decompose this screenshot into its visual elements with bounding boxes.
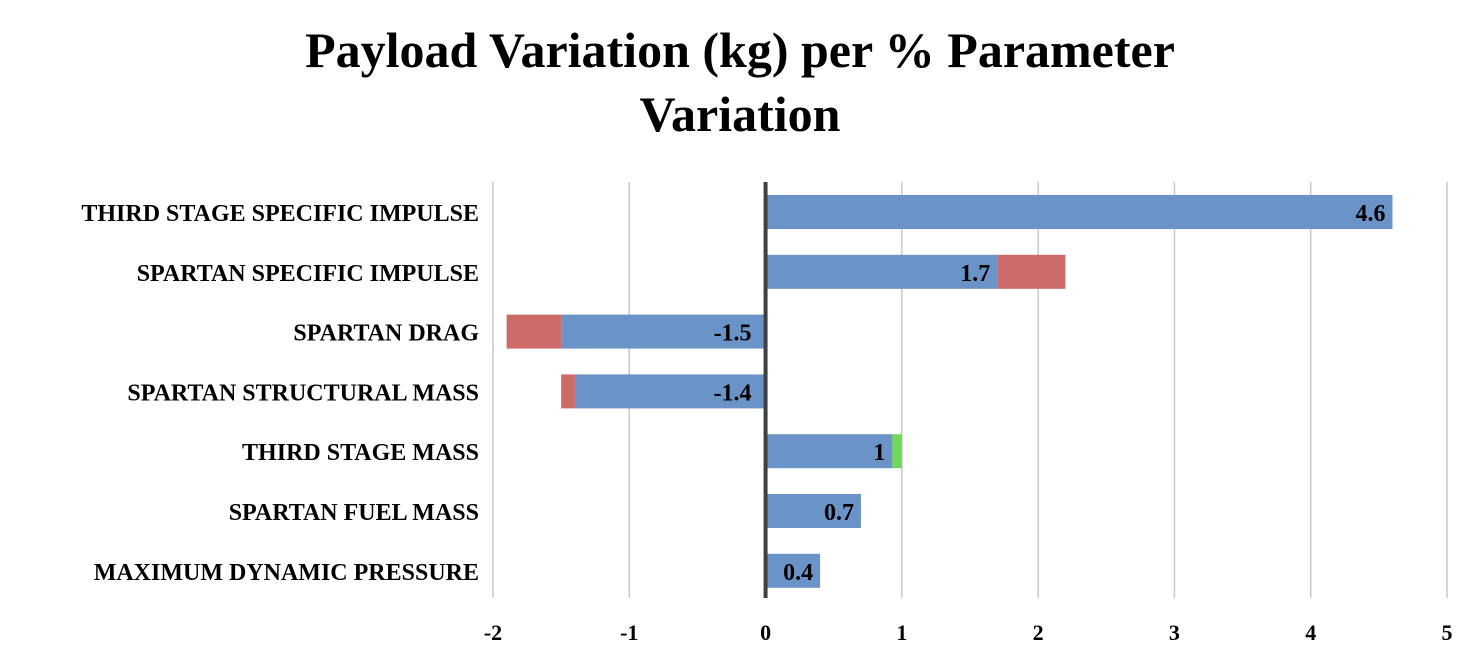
x-tick-label: 1 — [896, 620, 907, 645]
bar-1-row-6 — [765, 494, 861, 528]
category-label: THIRD STAGE SPECIFIC IMPULSE — [81, 201, 479, 227]
chart-title: Payload Variation (kg) per % Parameter V… — [0, 18, 1469, 146]
data-label: -1.5 — [714, 321, 752, 347]
x-tick-label: -2 — [484, 620, 502, 645]
x-tick-label: 5 — [1442, 620, 1453, 645]
bar-3-row-5 — [892, 434, 902, 469]
x-tick-label: 0 — [760, 620, 771, 645]
category-label: SPARTAN STRUCTURAL MASS — [127, 380, 479, 406]
x-tick-label: 3 — [1169, 620, 1180, 645]
bar-1-row-2 — [765, 254, 998, 289]
bar-1-row-5 — [765, 434, 893, 469]
bar-1-row-3 — [561, 314, 766, 349]
bar-2-row-2 — [997, 254, 1066, 289]
category-label: SPARTAN DRAG — [293, 321, 479, 347]
category-label: THIRD STAGE MASS — [242, 440, 479, 466]
data-label: 0.7 — [824, 500, 854, 526]
bar-2-row-3 — [506, 314, 562, 349]
x-tick-label: 2 — [1033, 620, 1044, 645]
chart-title-line-2: Variation — [639, 86, 841, 142]
category-label: MAXIMUM DYNAMIC PRESSURE — [94, 560, 479, 586]
data-label: 0.4 — [783, 560, 813, 586]
chart-title-line-1: Payload Variation (kg) per % Parameter — [305, 22, 1175, 78]
x-tick-label: 4 — [1305, 620, 1316, 645]
bar-1-row-4 — [574, 374, 766, 409]
data-label: 4.6 — [1355, 201, 1385, 227]
bar-2-row-4 — [561, 374, 575, 409]
data-label: 1.7 — [960, 261, 990, 287]
bar-1-row-1 — [765, 195, 1393, 229]
x-tick-label: -1 — [620, 620, 638, 645]
data-label: -1.4 — [714, 380, 752, 406]
category-label: SPARTAN FUEL MASS — [229, 500, 479, 526]
bar-1-row-7 — [765, 553, 821, 588]
data-label: 1 — [873, 440, 885, 466]
category-label: SPARTAN SPECIFIC IMPULSE — [137, 261, 479, 287]
